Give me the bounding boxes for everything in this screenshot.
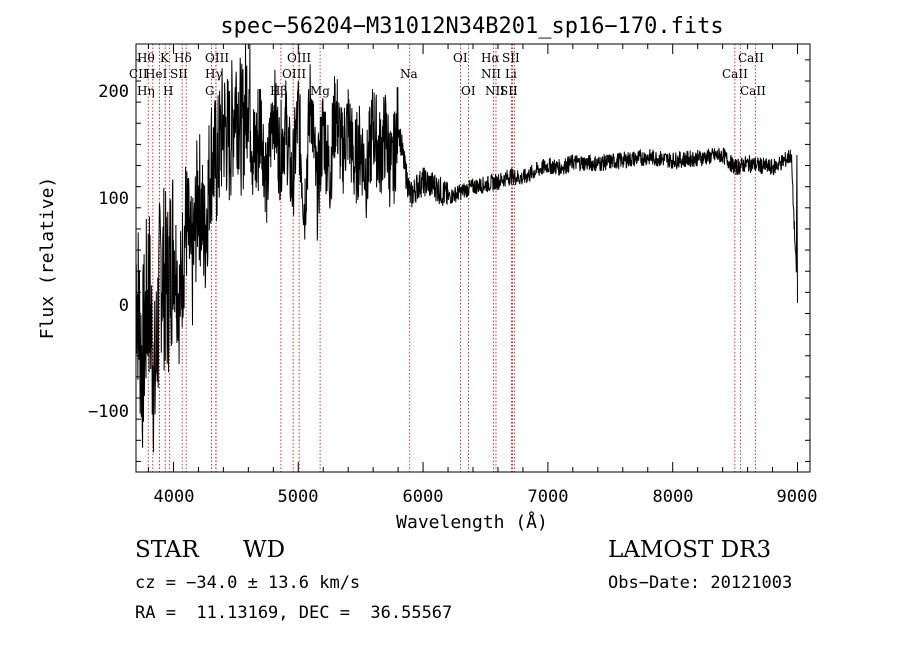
line-label-g: G — [205, 84, 215, 98]
spectral-subclass: WD — [243, 537, 286, 563]
line-label-nii-b: NII — [485, 84, 505, 98]
x-tick-label: 7000 — [528, 487, 569, 507]
y-tick-label: 100 — [98, 189, 129, 209]
y-tick-labels: 200 100 0 −100 — [88, 82, 129, 422]
line-label-h: H — [163, 84, 173, 98]
line-label-sii-b: SII — [500, 84, 518, 98]
line-label-hgamma: Hγ — [205, 67, 223, 81]
line-label-caii-b: CaII — [722, 67, 748, 81]
spectrum-trace — [135, 43, 798, 453]
line-label-caii-c: CaII — [740, 84, 766, 98]
line-label-caii-a: CaII — [738, 51, 764, 65]
y-tick-label: 0 — [119, 296, 129, 316]
line-label-sii-blue: SII — [170, 67, 188, 81]
line-label-oiii-a: OIII — [205, 51, 229, 65]
spectral-class: STAR — [135, 537, 199, 563]
x-tick-label: 5000 — [278, 487, 319, 507]
line-label-hbeta: Hβ — [270, 84, 287, 98]
line-label-hdelta: Hδ — [174, 51, 192, 65]
line-label-sii-a: SII — [502, 51, 520, 65]
line-label-oiii-c: OIII — [287, 51, 311, 65]
line-label-halpha: Hα — [481, 51, 500, 65]
y-axis-label: Flux (relative) — [37, 177, 58, 340]
x-tick-label: 8000 — [653, 487, 694, 507]
line-label-oi-a: OI — [453, 51, 468, 65]
coordinates-readout: RA = 11.13169, DEC = 36.55567 — [135, 603, 453, 623]
line-label-k: K — [160, 51, 170, 65]
line-label-cii: CII — [129, 67, 148, 81]
observation-date: Obs−Date: 20121003 — [608, 573, 793, 593]
x-tick-label: 4000 — [154, 487, 195, 507]
chart-title: spec−56204−M31012N34B201_sp16−170.fits — [220, 14, 723, 39]
x-tick-label: 6000 — [403, 487, 444, 507]
x-tick-label: 9000 — [777, 487, 818, 507]
line-label-oi-b: OI — [461, 84, 476, 98]
x-axis-label: Wavelength (Å) — [396, 511, 548, 533]
y-tick-label: −100 — [88, 402, 129, 422]
line-label-mg: Mg — [310, 84, 330, 98]
line-label-li: Li — [505, 67, 517, 81]
line-label-na: Na — [400, 67, 418, 81]
line-label-htheta: Hθ — [137, 51, 155, 65]
survey-name: LAMOST DR3 — [608, 537, 772, 563]
redshift-readout: cz = −34.0 ± 13.6 km/s — [135, 573, 361, 593]
line-label-oiii-b: OIII — [282, 67, 306, 81]
line-label-heta: Hη — [137, 84, 155, 98]
x-tick-labels: 4000 5000 6000 7000 8000 9000 — [154, 487, 818, 507]
line-label-nii-a: NII — [481, 67, 501, 81]
axis-ticks — [136, 44, 810, 472]
y-tick-label: 200 — [98, 82, 129, 102]
line-label-hei: HeI — [145, 67, 168, 81]
